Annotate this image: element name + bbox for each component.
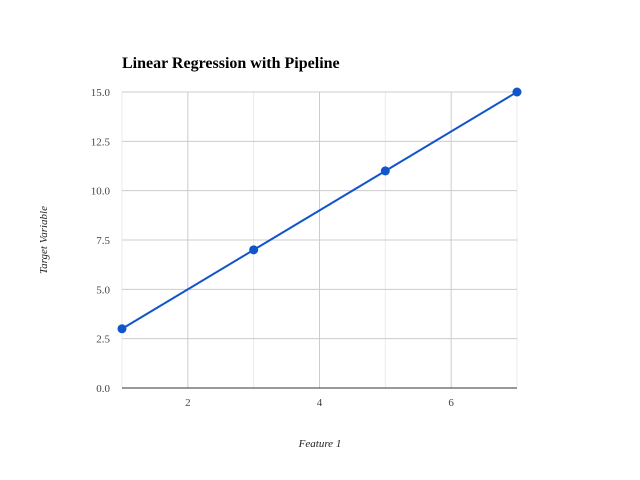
y-tick-label: 5.0	[96, 284, 110, 296]
x-axis-label: Feature 1	[298, 438, 342, 450]
series	[117, 87, 522, 334]
regression-line	[121, 91, 518, 330]
x-tick-label: 4	[317, 397, 323, 409]
x-tick-label: 6	[448, 397, 454, 409]
y-axis-label: Target Variable	[38, 206, 50, 274]
grid	[121, 91, 518, 388]
y-tick-label: 0.0	[96, 383, 110, 395]
y-tick-label: 2.5	[96, 334, 110, 346]
data-point	[249, 245, 259, 255]
chart-title: Linear Regression with Pipeline	[122, 55, 340, 72]
data-point	[380, 166, 390, 176]
x-tick-label: 2	[185, 397, 191, 409]
y-tick-label: 15.0	[91, 87, 111, 99]
data-point	[117, 324, 127, 334]
y-tick-label: 7.5	[96, 235, 110, 247]
data-point	[512, 87, 522, 97]
y-tick-label: 12.5	[91, 136, 111, 148]
y-tick-label: 10.0	[91, 186, 111, 198]
axes: 2 4 6 0.0 2.5 5.0 7.5 10.0 12.5 15.0	[91, 87, 517, 409]
